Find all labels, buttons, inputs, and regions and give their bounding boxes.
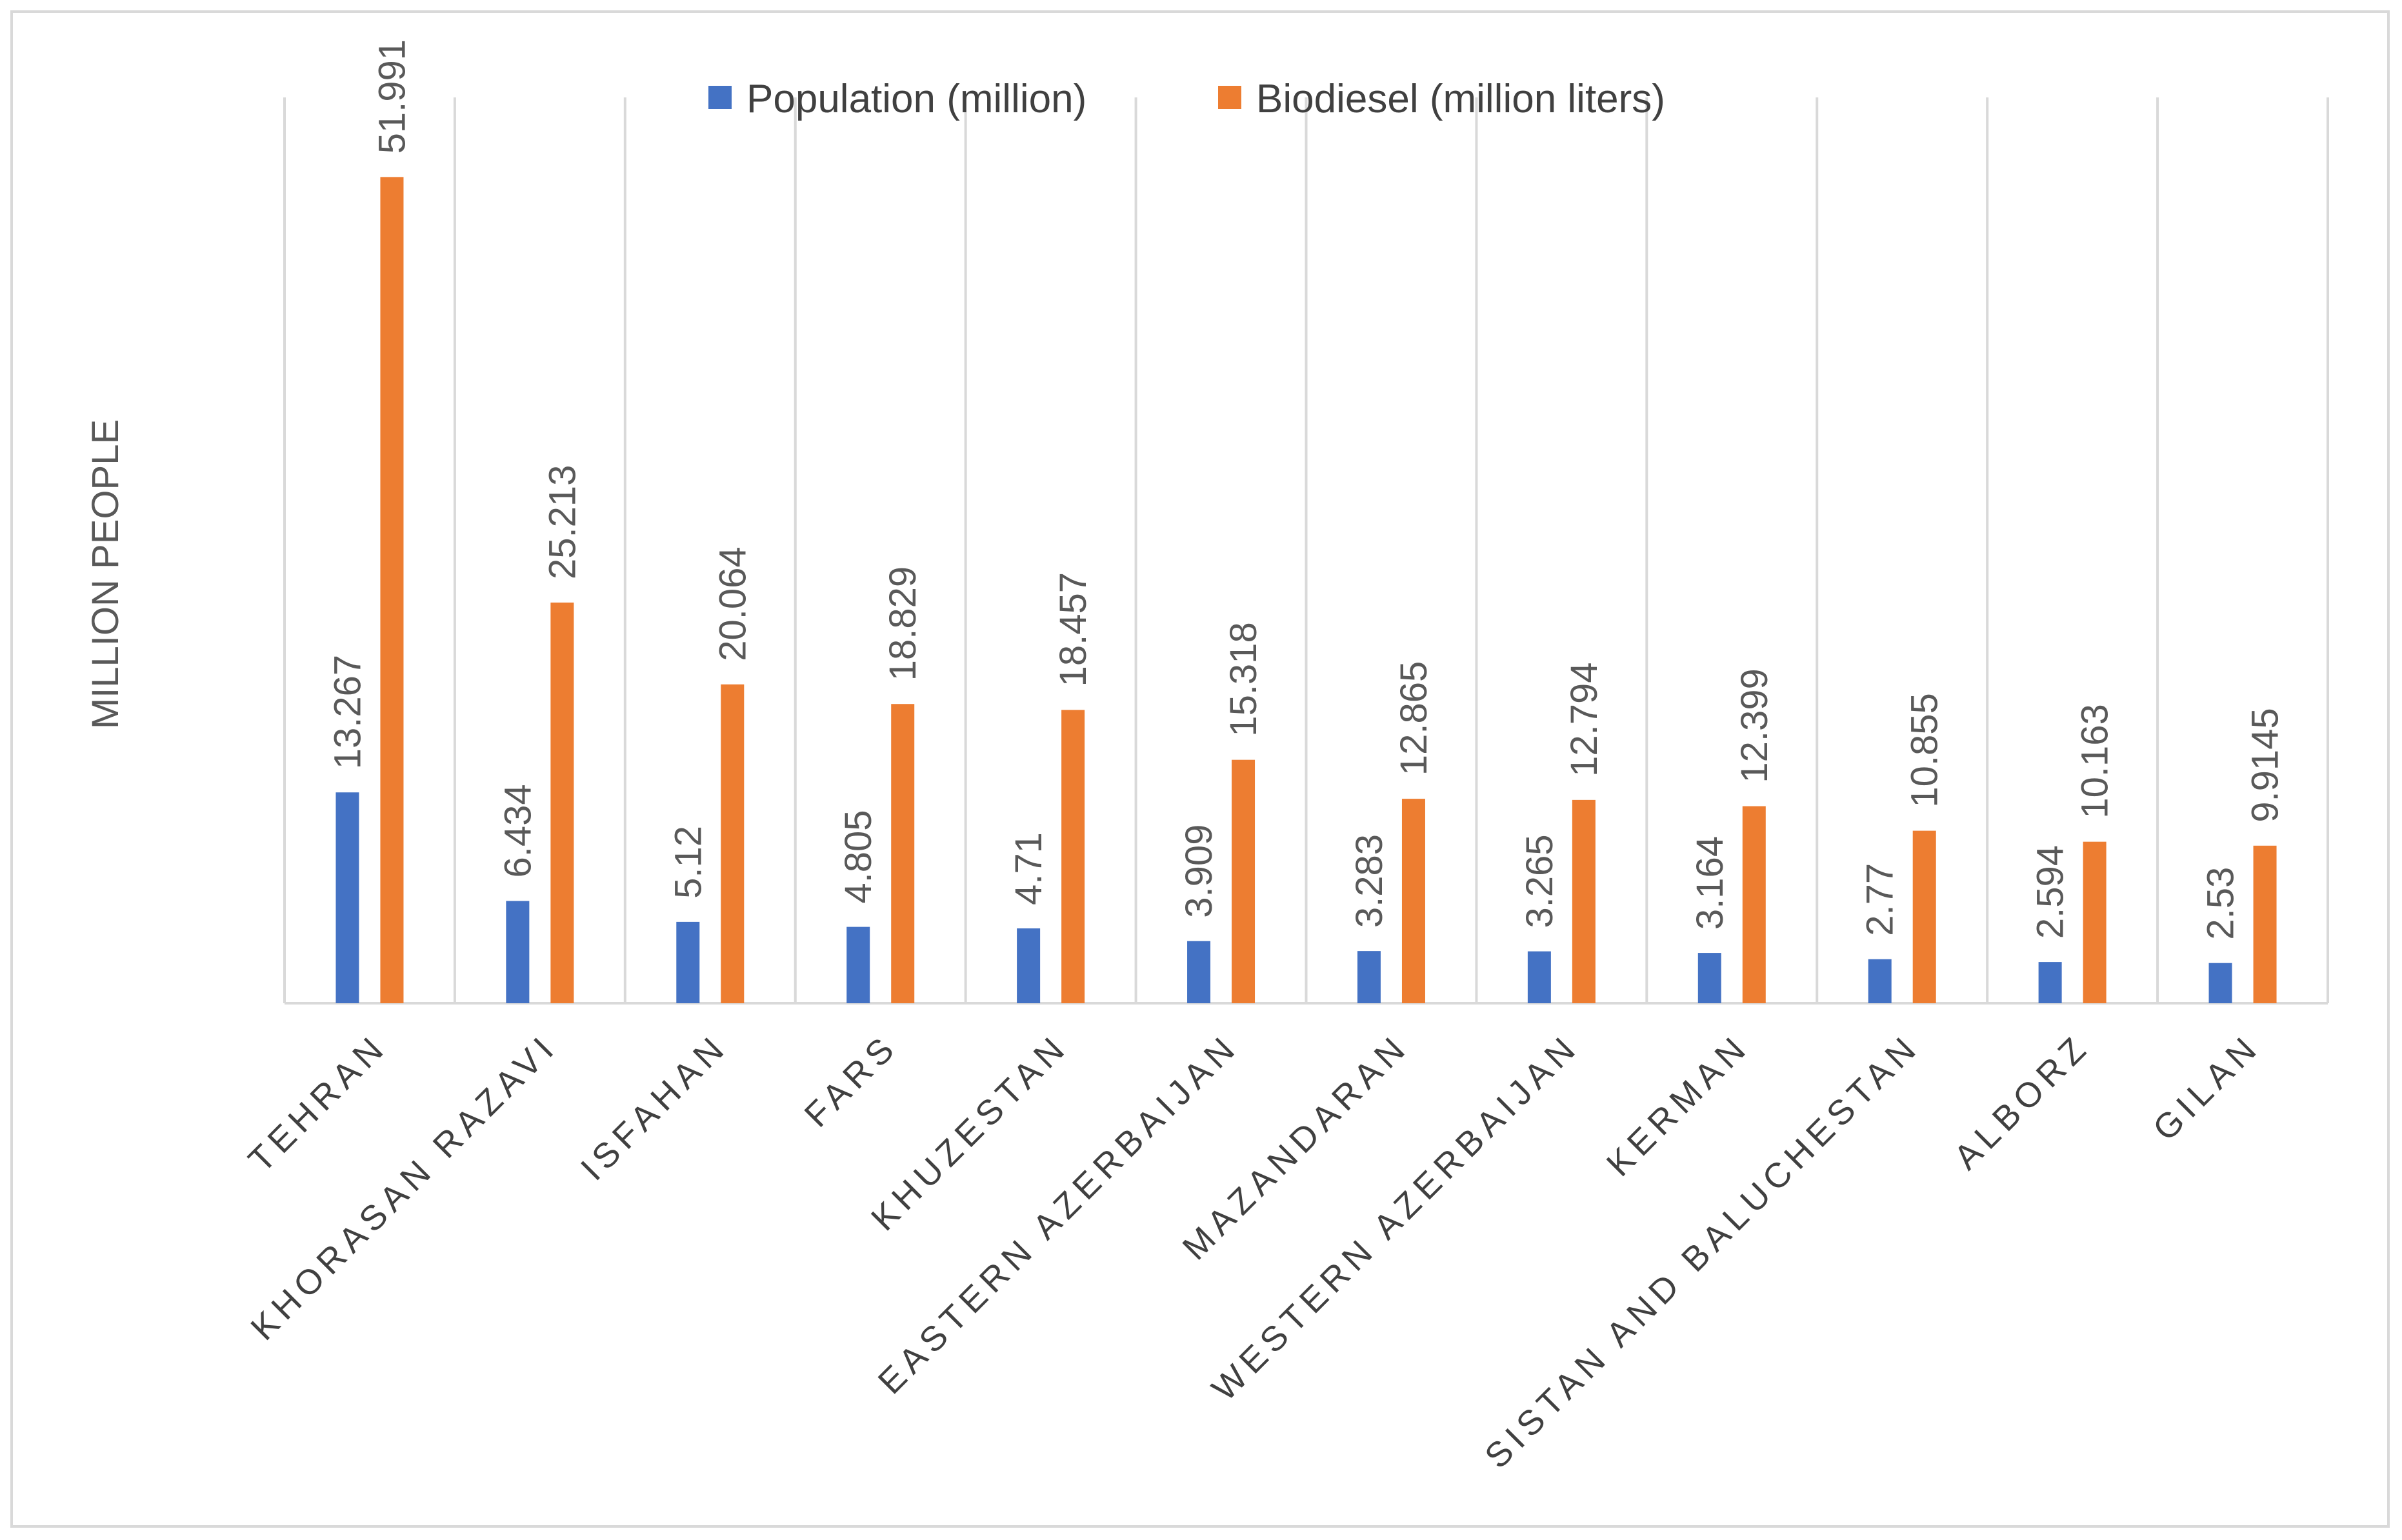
- data-label-population: 4.71: [1008, 832, 1050, 905]
- legend-swatch-biodiesel: [1218, 86, 1241, 109]
- category-label: KHORASAN RAZAVI: [243, 1026, 565, 1348]
- bar-population: [1868, 959, 1892, 1003]
- category-label: FARS: [797, 1026, 906, 1135]
- legend: Population (million) Biodiesel (million …: [708, 77, 1665, 121]
- bar-biodiesel: [380, 177, 404, 1003]
- legend-swatch-population: [708, 86, 732, 109]
- data-label-biodiesel: 10.163: [2074, 704, 2116, 818]
- category-label: WESTERN AZERBAIJAN: [1205, 1026, 1586, 1408]
- bars: [335, 177, 2277, 1003]
- data-label-biodiesel: 10.855: [1904, 693, 1946, 807]
- data-label-biodiesel: 9.9145: [2245, 708, 2287, 822]
- bar-biodiesel: [550, 602, 574, 1003]
- bar-population: [506, 901, 530, 1003]
- legend-label-biodiesel: Biodiesel (million liters): [1256, 77, 1665, 121]
- data-label-population: 5.12: [667, 826, 709, 899]
- data-label-population: 13.267: [326, 655, 368, 769]
- category-label: GILAN: [2146, 1026, 2268, 1148]
- data-label-biodiesel: 51.991: [371, 39, 413, 154]
- bar-biodiesel: [721, 684, 745, 1003]
- bar-biodiesel: [2083, 841, 2107, 1003]
- chart-frame: [10, 10, 2390, 1528]
- data-label-biodiesel: 25.213: [541, 465, 583, 579]
- bar-population: [335, 792, 359, 1003]
- data-label-biodiesel: 15.318: [1223, 622, 1265, 736]
- bar-population: [676, 921, 700, 1003]
- category-label: KERMAN: [1599, 1026, 1757, 1184]
- category-label: ISFAHAN: [574, 1026, 735, 1188]
- bar-biodiesel: [1232, 759, 1256, 1003]
- bar-population: [1017, 928, 1041, 1003]
- bar-biodiesel: [1401, 799, 1425, 1003]
- data-label-population: 3.909: [1178, 825, 1220, 918]
- bar-population: [846, 926, 870, 1003]
- data-label-biodiesel: 20.064: [712, 546, 754, 661]
- data-label-biodiesel: 12.399: [1734, 668, 1776, 783]
- bar-population: [1697, 953, 1721, 1003]
- bar-population: [2208, 963, 2232, 1003]
- data-label-population: 3.283: [1348, 834, 1390, 928]
- y-axis-title: MILLION PEOPLE: [85, 419, 126, 729]
- category-label: EASTERN AZERBAIJAN: [871, 1026, 1246, 1401]
- category-label: TEHRAN: [241, 1026, 395, 1180]
- bar-population: [1187, 941, 1211, 1003]
- data-label-biodiesel: 12.865: [1393, 661, 1435, 775]
- bar-biodiesel: [2253, 845, 2277, 1003]
- bar-population: [2038, 962, 2062, 1003]
- data-label-population: 2.77: [1859, 863, 1901, 936]
- data-label-population: 6.434: [497, 784, 539, 877]
- bar-biodiesel: [1061, 710, 1085, 1003]
- data-labels: 13.267 51.991 6.434 25.213 5.12 20.064 4.805 18…: [326, 39, 2286, 940]
- data-label-population: 3.265: [1519, 834, 1561, 928]
- bar-biodiesel: [1572, 799, 1596, 1003]
- data-label-biodiesel: 18.829: [882, 566, 924, 681]
- data-label-population: 4.805: [837, 810, 879, 903]
- category-label: ALBORZ: [1947, 1026, 2097, 1177]
- data-label-biodiesel: 18.457: [1052, 572, 1094, 686]
- data-label-population: 2.53: [2200, 867, 2242, 940]
- data-label-population: 2.594: [2030, 845, 2072, 939]
- legend-label-population: Population (million): [746, 77, 1086, 121]
- bar-biodiesel: [1742, 806, 1766, 1003]
- bar-biodiesel: [1912, 830, 1936, 1003]
- bar-population: [1357, 951, 1381, 1003]
- gridlines: [283, 97, 2329, 1005]
- data-label-biodiesel: 12.794: [1563, 662, 1605, 776]
- bar-biodiesel: [891, 704, 915, 1003]
- data-label-population: 3.164: [1689, 836, 1731, 930]
- bar-population: [1527, 951, 1551, 1003]
